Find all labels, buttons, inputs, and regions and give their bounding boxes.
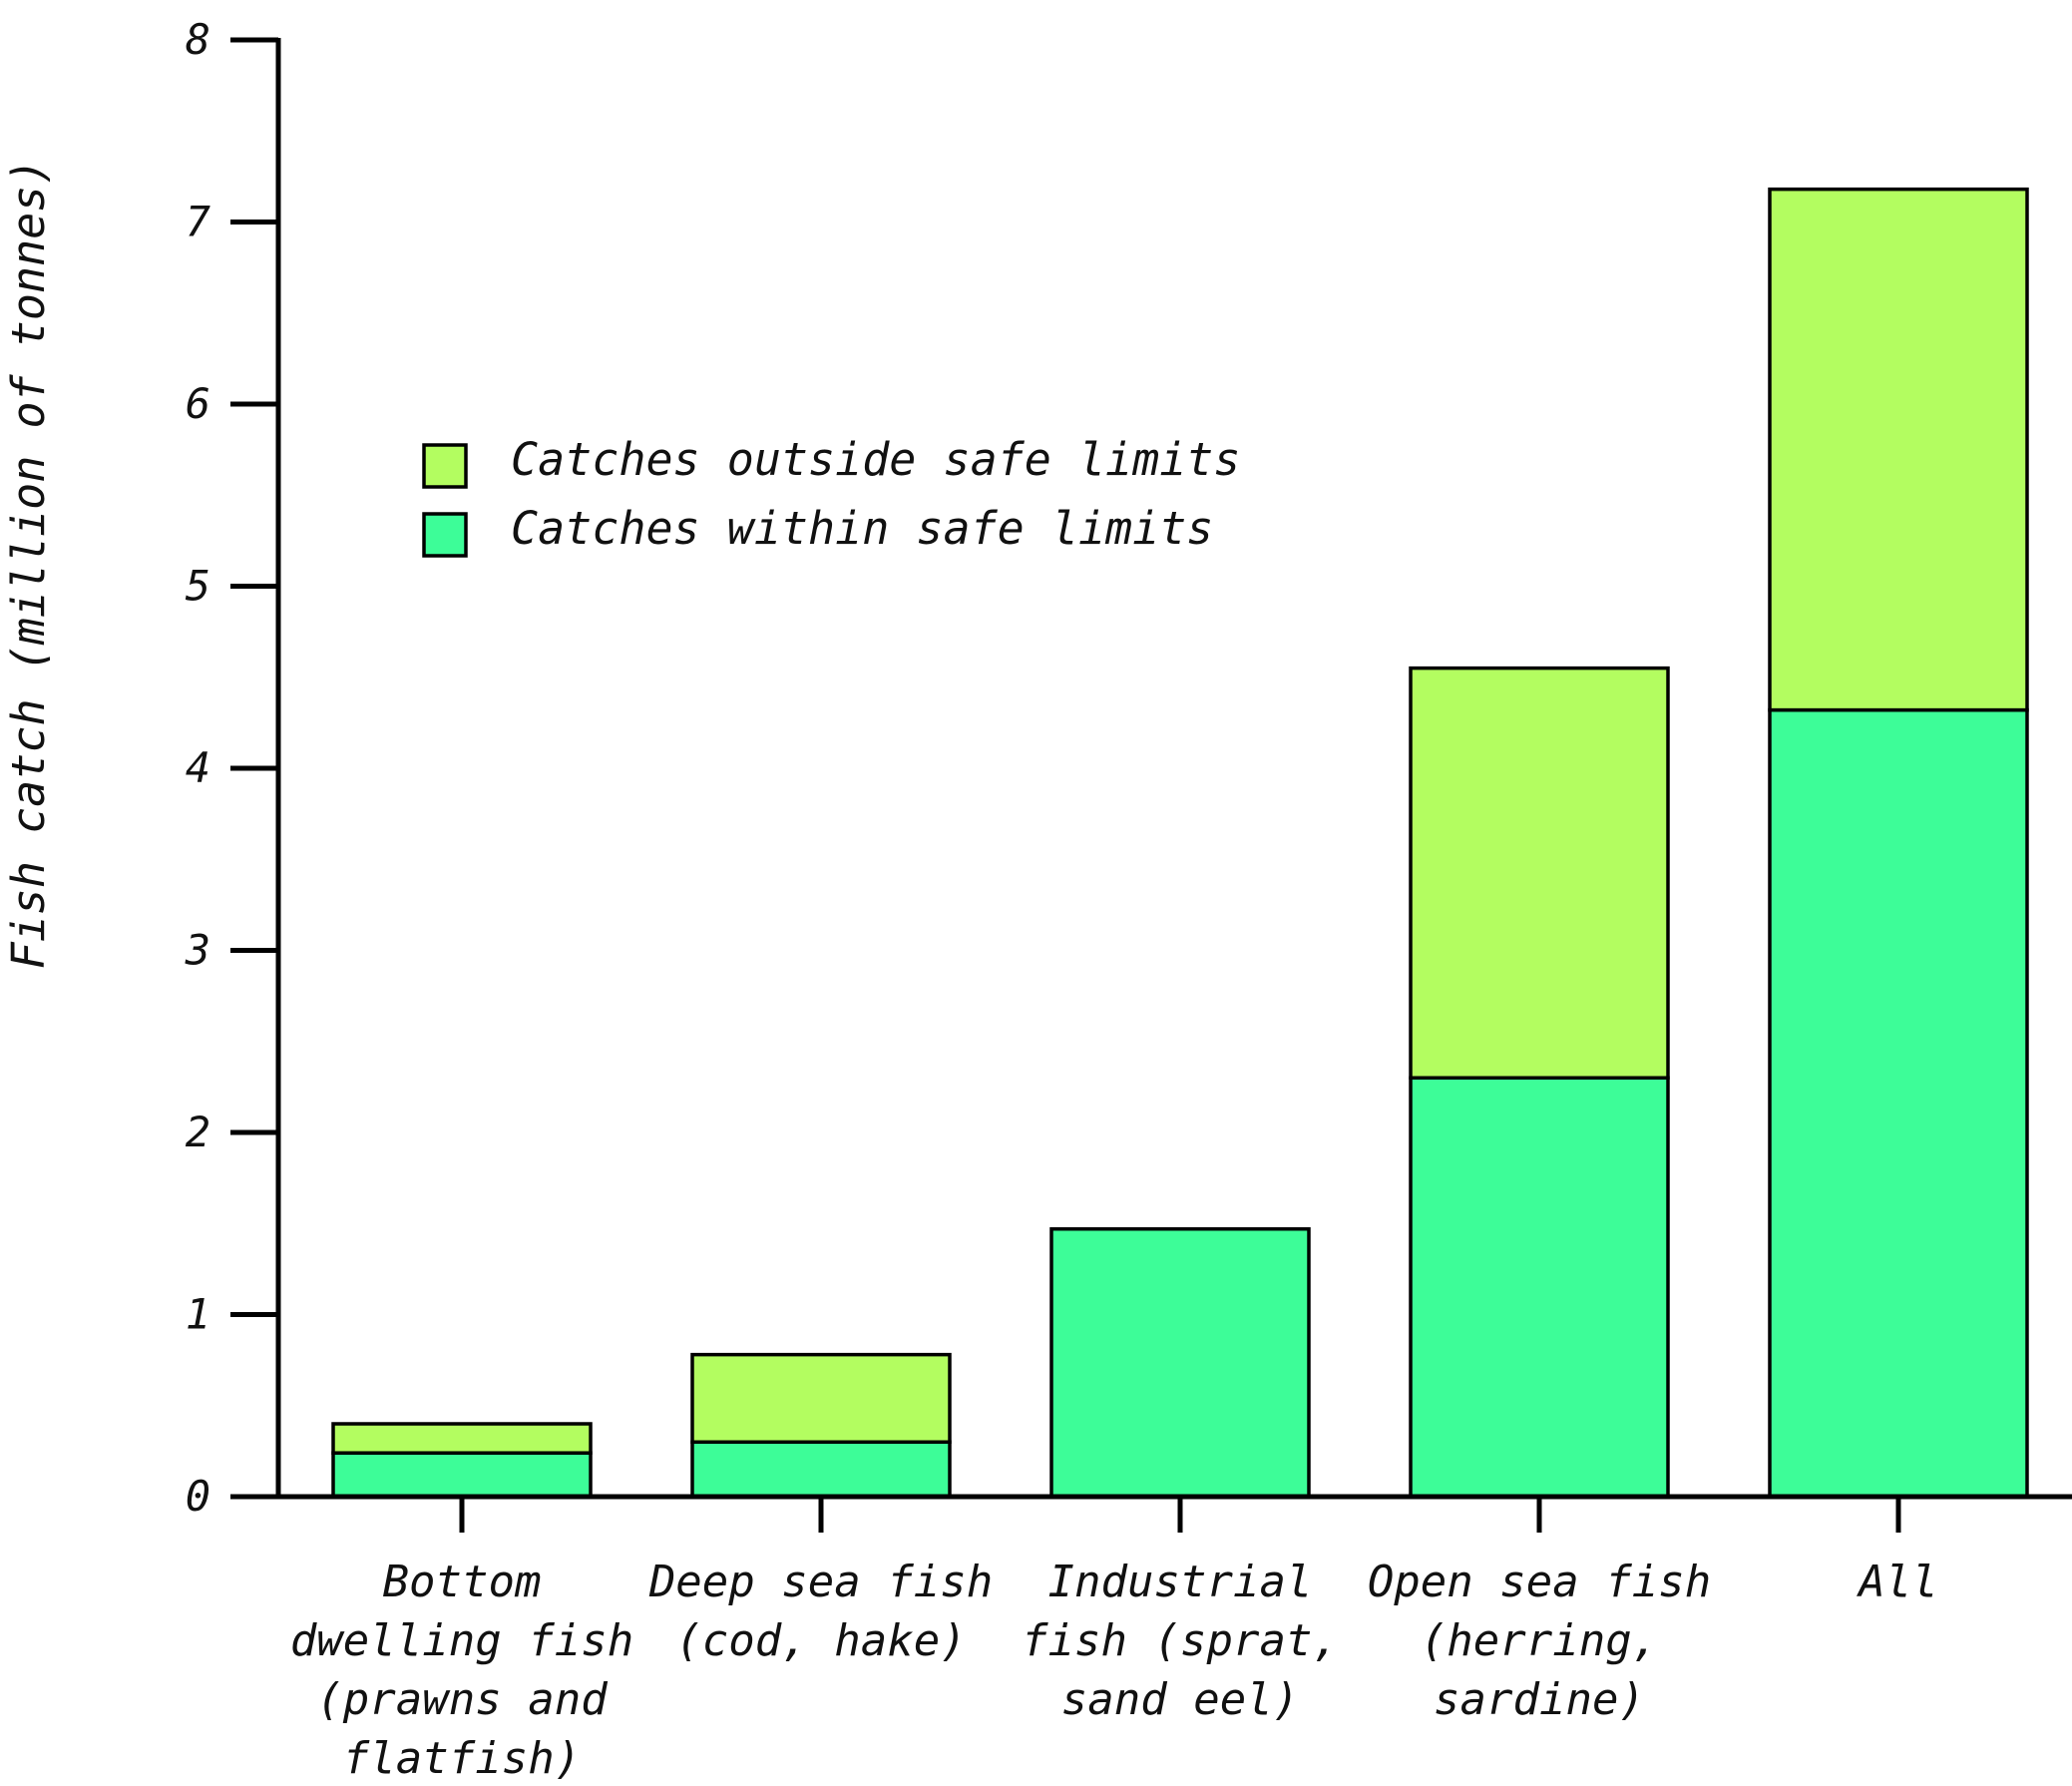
x-tick-label-line: All	[1856, 1557, 1937, 1607]
x-tick-label-line: fish (sprat,	[1022, 1615, 1339, 1666]
y-tick-label: 5	[186, 562, 210, 611]
x-tick-label: All	[1856, 1557, 1937, 1607]
bar-segment-outside	[1768, 187, 2029, 712]
bar-segment-within	[1049, 1226, 1311, 1499]
x-tick-label-line: (prawns and	[316, 1674, 608, 1725]
y-tick-label: 6	[186, 379, 210, 428]
y-tick-label: 8	[186, 15, 210, 64]
x-tick-label: Deep sea fish (cod, hake)	[648, 1557, 993, 1666]
y-ticks: 0 1 2 3 4 5 6 7 8	[185, 15, 278, 1521]
x-tick-label: Open sea fish (herring, sardine)	[1368, 1557, 1711, 1725]
x-tick-label-line: sardine)	[1434, 1674, 1645, 1725]
x-tick-label-line: flatfish)	[343, 1733, 581, 1784]
x-tick-label-line: dwelling fish	[290, 1615, 633, 1666]
x-tick-label-line: Bottom	[383, 1557, 542, 1607]
legend-swatch	[422, 443, 468, 489]
y-tick-label: 3	[185, 926, 210, 975]
x-tick-label-line: sand eel)	[1061, 1674, 1299, 1725]
x-tick-label-line: (cod, hake)	[675, 1615, 966, 1666]
bar-segment-outside	[690, 1352, 952, 1445]
bars-layer	[331, 187, 2029, 1499]
y-tick-label: 2	[186, 1108, 210, 1156]
y-tick-label: 4	[186, 743, 210, 792]
legend-label: Catches within safe limits	[511, 502, 1213, 555]
bar-segment-outside	[331, 1422, 593, 1455]
x-tick-label-line: Open sea fish	[1368, 1557, 1711, 1607]
y-tick-label: 1	[186, 1290, 210, 1339]
bar-segment-within	[690, 1440, 952, 1499]
x-tick-label-line: Industrial	[1048, 1557, 1313, 1607]
y-tick-label: 7	[186, 198, 210, 246]
bar-segment-within	[1409, 1076, 1670, 1499]
bar-segment-within	[331, 1451, 593, 1499]
y-axis-label: Fish catch (million of tonnes)	[2, 159, 55, 970]
x-tick-label: Industrial fish (sprat, sand eel)	[1022, 1557, 1339, 1725]
x-tick-label-line: Deep sea fish	[648, 1557, 993, 1607]
x-tick-label: Bottom dwelling fish (prawns and flatfish)	[290, 1557, 633, 1784]
bar-segment-within	[1768, 707, 2029, 1499]
legend-label: Catches outside safe limits	[511, 433, 1241, 486]
y-tick-label: 0	[186, 1472, 210, 1521]
bar-segment-outside	[1409, 666, 1670, 1080]
x-ticks: Bottom dwelling fish (prawns and flatfish) D…	[290, 1497, 1938, 1784]
x-tick-label-line: (herring,	[1421, 1615, 1658, 1666]
legend: Catches outside safe limits Catches withi…	[422, 433, 1241, 558]
legend-swatch	[422, 512, 468, 558]
